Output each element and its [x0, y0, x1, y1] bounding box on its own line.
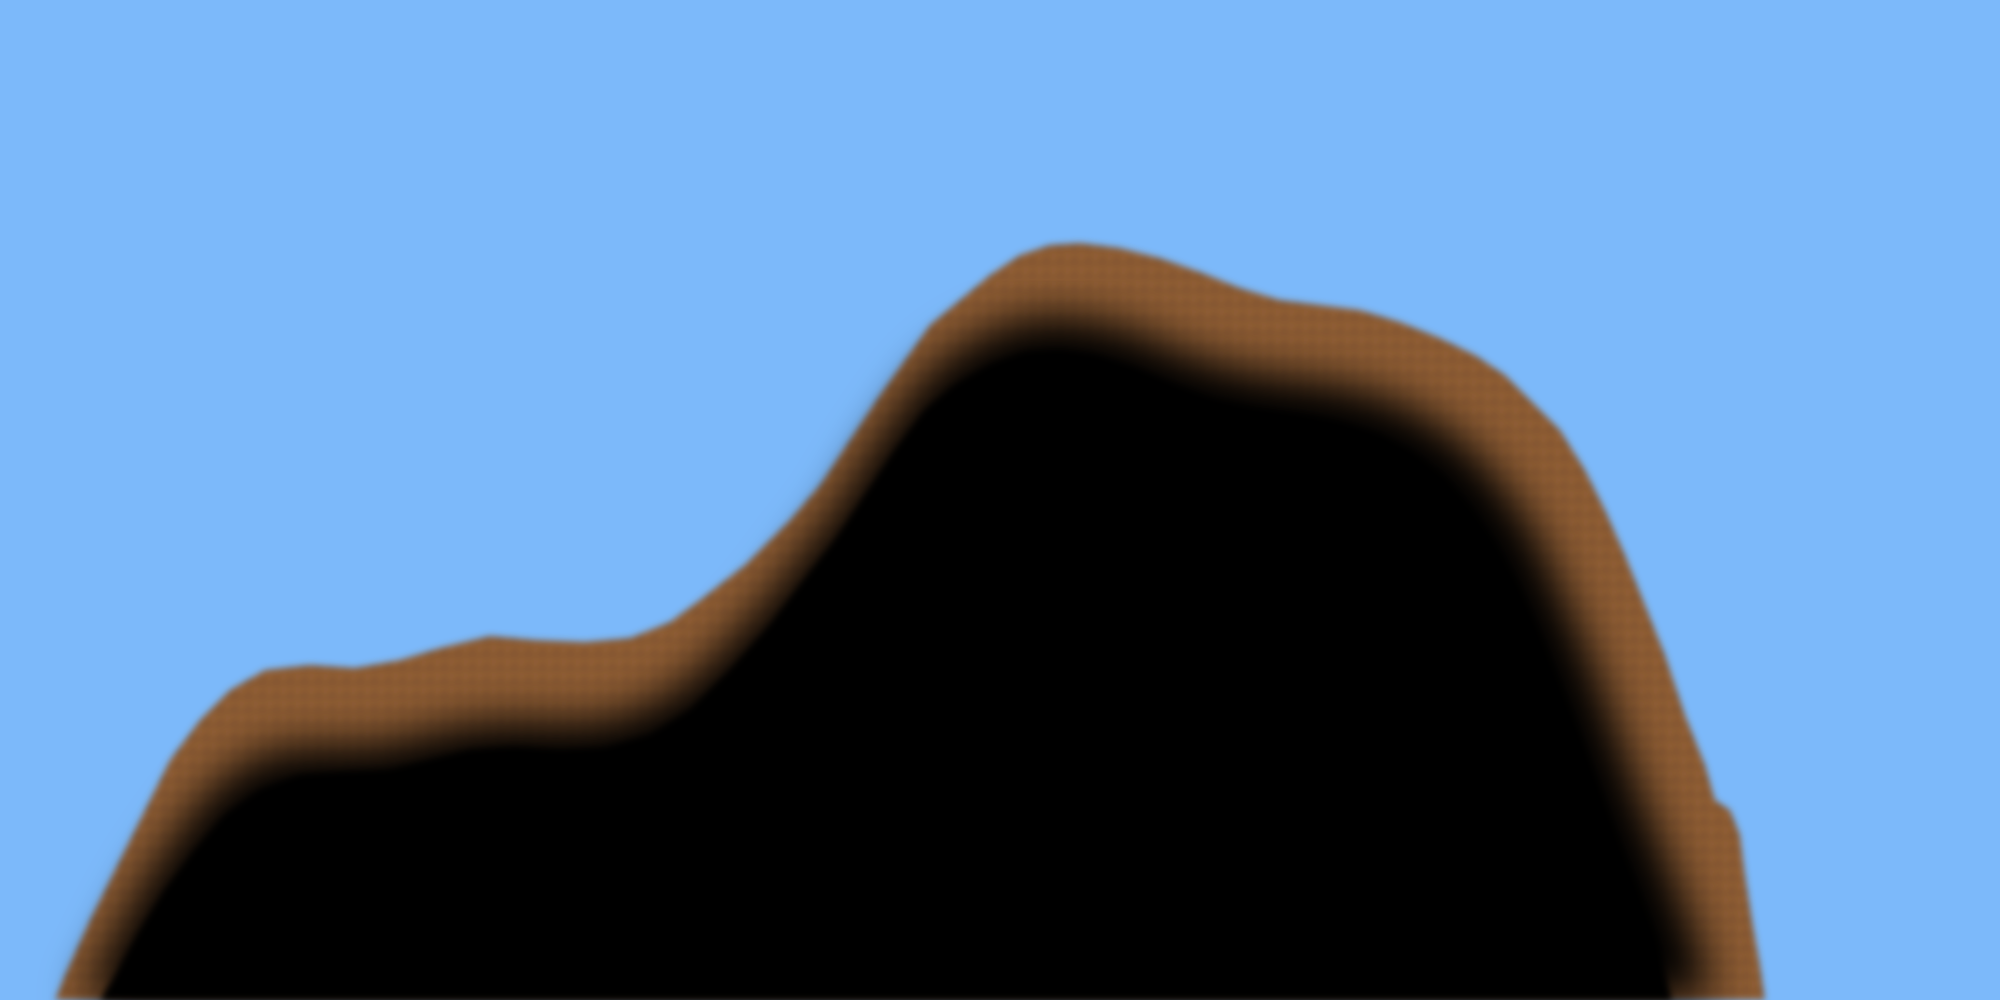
terrain-interior [100, 350, 1672, 1000]
terrain [55, 243, 1765, 1000]
